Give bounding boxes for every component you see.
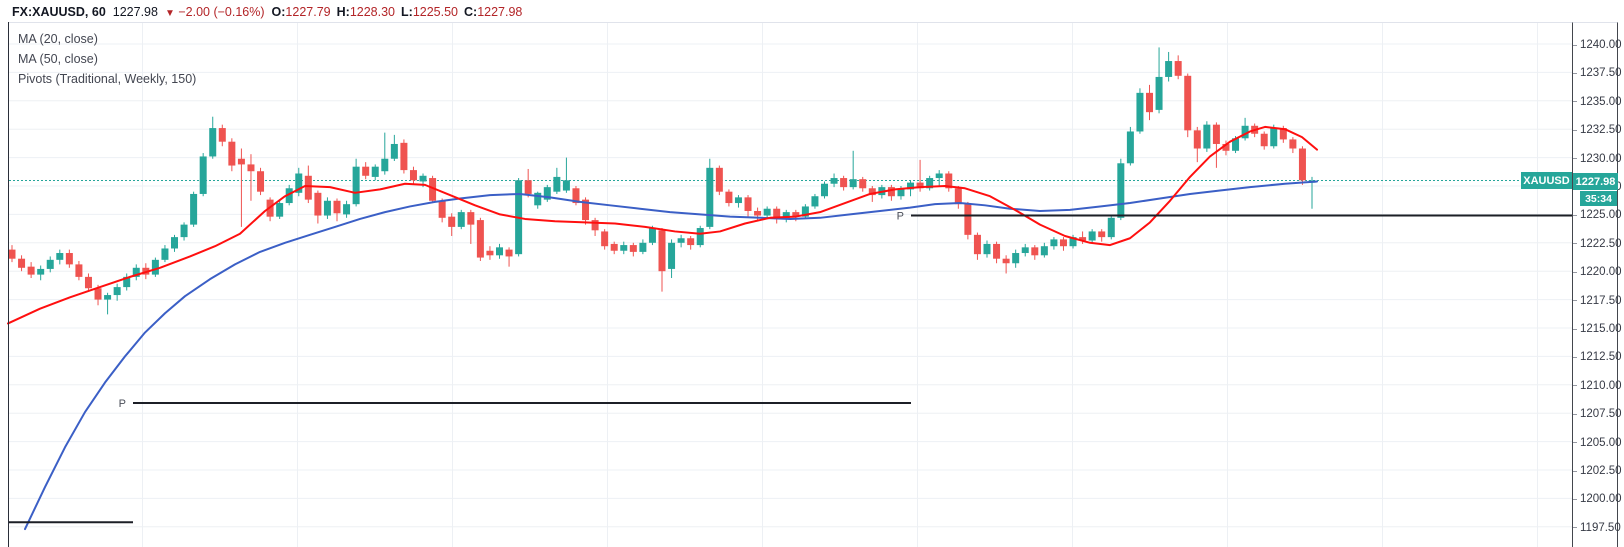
symbol-title[interactable]: FX:XAUUSD, 60	[12, 5, 106, 19]
change-value: −2.00 (−0.16%)	[178, 5, 265, 19]
price-tick-label: 1205.00	[1573, 436, 1622, 450]
price-tick-label: 1240.00	[1573, 38, 1622, 52]
price-tick-label: 1200.00	[1573, 492, 1622, 506]
pane-top-border	[8, 22, 1618, 23]
price-tick-label: 1197.50	[1573, 521, 1621, 535]
price-axis[interactable]: 1227.98 35:34 1240.00 1237.50 1235.00 1232.…	[1572, 22, 1622, 547]
legend-item[interactable]: MA (50, close)	[18, 52, 98, 66]
ohlc-readout: O:1227.79 H:1228.30 L:1225.50 C:1227.98	[272, 5, 523, 19]
price-tick-label: 1222.50	[1573, 237, 1622, 251]
price-tick-label: 1220.00	[1573, 265, 1622, 279]
price-tick-label: 1225.00	[1573, 208, 1622, 222]
price-change-readout: ▼ −2.00 (−0.16%)	[165, 5, 265, 19]
price-tick-label: 1210.00	[1573, 379, 1622, 393]
price-tick-label: 1202.50	[1573, 464, 1622, 478]
pivot-label: P	[119, 398, 126, 410]
price-tick-label: 1235.00	[1573, 95, 1622, 109]
price-tick-label: 1230.00	[1573, 152, 1622, 166]
ohlc-item: C:1227.98	[464, 5, 523, 19]
price-tick-label: 1217.50	[1573, 294, 1622, 308]
ohlc-item: L:1225.50	[401, 5, 458, 19]
symbol-price-label: XAUUSD	[1521, 172, 1572, 190]
down-arrow-icon: ▼	[164, 8, 175, 19]
bar-countdown-badge: 35:34	[1580, 191, 1617, 207]
price-tick-label: 1212.50	[1573, 350, 1622, 364]
symbol-header: FX:XAUUSD, 60 1227.98 ▼ −2.00 (−0.16%) O…	[12, 3, 522, 21]
indicator-legend: MA (20, close) MA (50, close) Pivots (Trad…	[18, 29, 196, 89]
price-tick-label: 1232.50	[1573, 123, 1622, 137]
ohlc-item: O:1227.79	[271, 5, 331, 19]
legend-item[interactable]: Pivots (Traditional, Weekly, 150)	[18, 72, 197, 86]
ohlc-item: H:1228.30	[336, 5, 395, 19]
last-price-flag: 1227.98	[1573, 173, 1618, 191]
pane-left-border	[8, 22, 9, 547]
price-tick-label: 1237.50	[1573, 66, 1622, 80]
last-price-readout: 1227.98	[112, 5, 158, 19]
legend-item[interactable]: MA (20, close)	[18, 32, 98, 46]
price-tick-label: 1207.50	[1573, 407, 1622, 421]
pivot-label: P	[897, 211, 904, 223]
price-tick-label: 1215.00	[1573, 322, 1622, 336]
